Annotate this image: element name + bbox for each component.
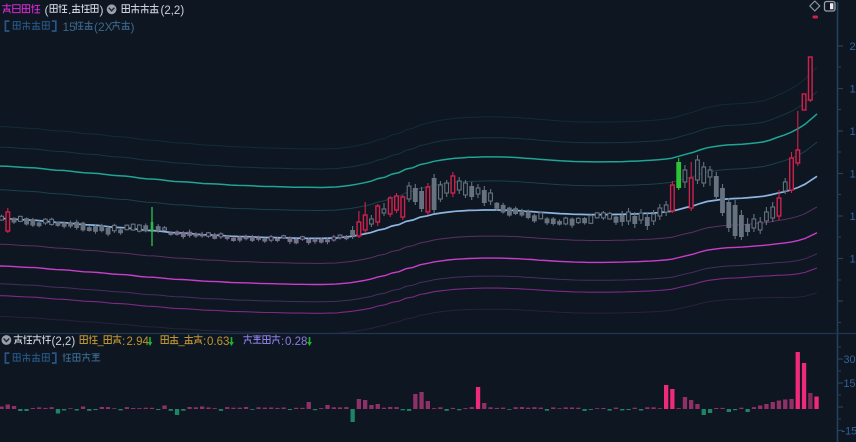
svg-text:(: ( <box>45 3 49 17</box>
svg-text::: : <box>281 336 284 348</box>
svg-text:15: 15 <box>63 20 77 34</box>
svg-text:0.28: 0.28 <box>285 336 307 348</box>
svg-text:1: 1 <box>850 211 856 223</box>
svg-text:1: 1 <box>850 126 856 138</box>
svg-text::: : <box>203 336 206 348</box>
svg-text:1: 1 <box>850 254 856 266</box>
svg-text:(2,2): (2,2) <box>161 5 185 17</box>
svg-text:-15: -15 <box>842 426 856 438</box>
svg-text:2: 2 <box>850 41 856 53</box>
svg-text:_: _ <box>97 335 105 347</box>
svg-text:.: . <box>68 3 71 17</box>
svg-text:30: 30 <box>844 354 856 366</box>
svg-text:(2,2): (2,2) <box>52 336 76 348</box>
svg-text:15: 15 <box>844 378 856 390</box>
svg-text:_: _ <box>178 335 186 347</box>
svg-text:0.63: 0.63 <box>207 336 229 348</box>
svg-text:1: 1 <box>850 84 856 96</box>
svg-text:): ) <box>131 20 135 34</box>
svg-text::: : <box>122 336 125 348</box>
svg-text:1: 1 <box>850 169 856 181</box>
svg-text:2.94: 2.94 <box>127 336 150 348</box>
svg-text:): ) <box>100 3 104 17</box>
svg-text:(2X: (2X <box>94 20 113 34</box>
